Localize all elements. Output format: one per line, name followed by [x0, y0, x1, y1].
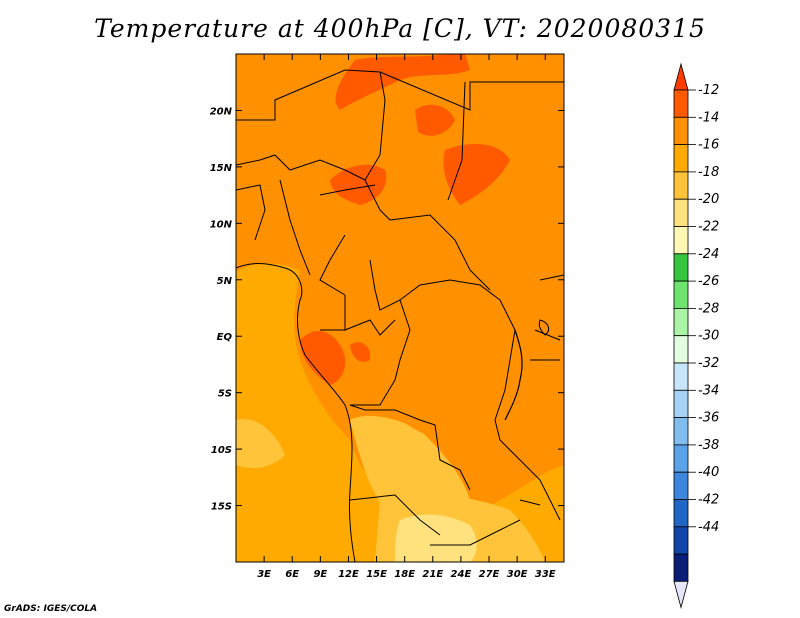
colorbar-swatch	[673, 307, 689, 337]
lon-tick-label: 24E	[451, 569, 472, 580]
lon-tick-label: 21E	[422, 569, 443, 580]
cool-patch-angola	[350, 415, 470, 516]
colorbar-swatch	[673, 444, 689, 473]
lon-tick-label: 27E	[479, 569, 500, 580]
colorbar-bottom-arrow	[673, 581, 689, 609]
lon-tick-label: 9E	[313, 569, 327, 580]
lon-tick-label: 18E	[394, 569, 415, 580]
colorbar-label: -18	[698, 165, 719, 180]
colorbar: -12 -14 -16 -18 -20 -22 -24 -26 -28 -30 -32 -34 -36 -…	[673, 62, 719, 609]
lon-tick-label: 30E	[507, 569, 528, 580]
colorbar-swatch	[673, 471, 689, 500]
lon-tick-label: 33E	[535, 569, 556, 580]
colorbar-label: -44	[698, 520, 719, 535]
colorbar-swatch	[673, 253, 689, 282]
colorbar-label: -40	[698, 465, 719, 480]
warm-patch-north	[335, 54, 470, 110]
colorbar-swatch	[673, 198, 689, 227]
colorbar-swatch	[673, 553, 689, 582]
colorbar-label: -26	[698, 274, 719, 289]
cool-patch-southwest	[236, 419, 285, 468]
lat-tick-label: 5S	[218, 389, 232, 400]
colorbar-label: -24	[698, 247, 719, 262]
colorbar-label: -38	[698, 438, 719, 453]
warm-patch-congo	[350, 342, 371, 362]
colorbar-swatch	[673, 362, 689, 391]
colorbar-label: -20	[698, 192, 719, 207]
colorbar-label: -30	[698, 329, 719, 344]
colorbar-label: -36	[698, 411, 719, 426]
warm-patch-gabon	[300, 330, 346, 385]
lat-tick-label: 10N	[210, 219, 233, 230]
warm-patch-north2	[415, 104, 455, 136]
colorbar-label: -22	[698, 220, 719, 235]
lon-tick-label: 6E	[285, 569, 299, 580]
country-borders	[236, 69, 564, 562]
map-frame	[235, 53, 565, 563]
lat-tick-label: 15N	[210, 163, 233, 174]
colorbar-label: -42	[698, 493, 719, 508]
colorbar-swatch	[673, 499, 689, 528]
colorbar-swatch	[673, 526, 689, 555]
colorbar-swatch	[673, 144, 689, 173]
warm-patch-chad	[443, 144, 510, 205]
longitude-axis: 3E 6E 9E 12E 15E 18E 21E 24E 27E 30E 33E	[257, 54, 556, 580]
latitude-axis: 20N 15N 10N 5N EQ 5S 10S 15S	[210, 106, 564, 513]
coldest-patch-zambia	[395, 514, 477, 562]
colorbar-label: -14	[698, 110, 719, 125]
lat-tick-label: 5N	[217, 276, 233, 287]
colorbar-label: -16	[698, 138, 719, 153]
grads-credit: GrADS: IGES/COLA	[4, 604, 98, 614]
colorbar-top-arrow	[673, 62, 689, 91]
colorbar-swatch	[673, 389, 689, 418]
colorbar-label: -32	[698, 356, 719, 371]
lon-tick-label: 12E	[338, 569, 359, 580]
lat-tick-label: 20N	[210, 106, 233, 117]
colorbar-swatch	[673, 335, 689, 364]
cool-band-atlantic	[236, 263, 564, 562]
lat-tick-label: 15S	[211, 502, 232, 513]
warm-interior-drc	[368, 290, 522, 444]
lat-tick-label: EQ	[217, 332, 233, 343]
colorbar-swatch	[673, 171, 689, 200]
colorbar-swatch	[673, 116, 689, 146]
colorbar-label: -28	[698, 301, 719, 316]
colorbar-swatch	[673, 280, 689, 309]
colorbar-swatch	[673, 89, 689, 118]
colorbar-swatch	[673, 417, 689, 446]
lon-tick-label: 3E	[257, 569, 271, 580]
colorbar-label: -34	[698, 383, 719, 398]
map-title: Temperature at 400hPa [C], VT: 202008031…	[94, 14, 706, 43]
lon-tick-label: 15E	[366, 569, 387, 580]
lat-tick-label: 10S	[211, 445, 232, 456]
colorbar-swatch	[673, 226, 689, 255]
colorbar-label: -12	[698, 83, 719, 98]
